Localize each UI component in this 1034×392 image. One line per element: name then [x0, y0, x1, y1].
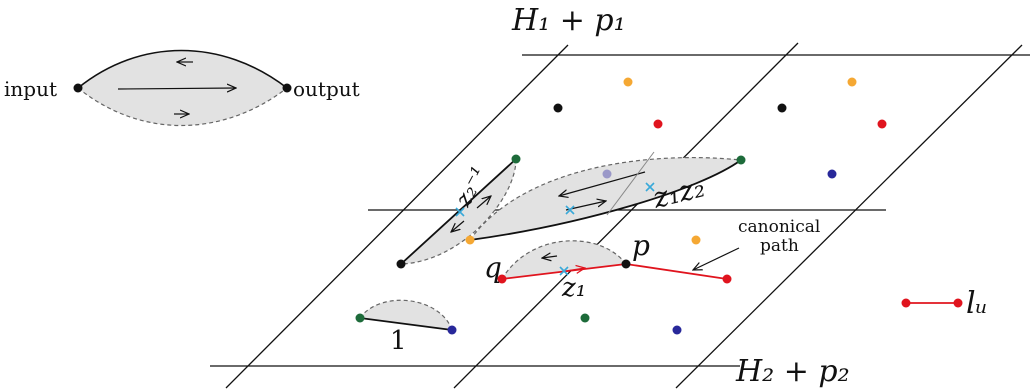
label-q: q	[484, 251, 502, 284]
region-z1z2	[469, 151, 742, 241]
legend-arrow-mid	[117, 88, 236, 89]
slant-line-2	[453, 42, 799, 389]
point-green-4	[580, 313, 590, 323]
output-label: output	[293, 77, 360, 101]
legend-group: input output	[4, 49, 360, 127]
canonical-path-seg-2	[625, 263, 728, 280]
arrow-z2-inv-up	[476, 196, 491, 209]
arrow-z1z2-forward	[565, 201, 606, 211]
cross-mid	[565, 205, 575, 215]
region-one	[359, 299, 453, 331]
label-h2: H₂ + p₂	[735, 354, 850, 389]
region-z1z2-dashed-edge	[469, 156, 742, 241]
label-canonical-2: path	[760, 236, 799, 256]
input-label: input	[4, 77, 57, 101]
cross-z1z2	[645, 182, 655, 192]
arrow-z1-back	[542, 256, 558, 258]
guide-line-z1z2	[606, 151, 655, 216]
cross-z1	[559, 266, 569, 276]
arrow-z2-inv-down	[451, 220, 465, 232]
label-p: p	[632, 229, 650, 262]
region-one-solid-edge	[359, 317, 453, 331]
slant-line-3	[675, 44, 1023, 389]
point-black-1	[553, 103, 563, 113]
point-red-3	[722, 274, 732, 284]
canonical-path-arrow	[565, 268, 585, 271]
grid-lines	[210, 42, 1030, 389]
points	[355, 77, 887, 335]
point-black-2	[777, 103, 787, 113]
legend-lower-arc	[77, 87, 288, 127]
point-lavender	[602, 169, 612, 179]
region-one-fill	[360, 300, 452, 330]
point-red-1	[653, 119, 663, 129]
point-orange-2	[847, 77, 857, 87]
label-lu: lᵤ	[966, 286, 988, 321]
region-z1z2-solid-edge	[469, 159, 742, 241]
lu-right-dot	[953, 298, 963, 308]
region-z1	[501, 240, 627, 280]
label-one: 1	[390, 326, 407, 356]
slant-line-1	[225, 44, 569, 389]
point-blue-3	[672, 325, 682, 335]
point-orange-4	[691, 235, 701, 245]
point-q	[497, 274, 507, 284]
point-blue-2	[447, 325, 457, 335]
input-node	[73, 83, 83, 93]
point-blue-1	[827, 169, 837, 179]
cross-z2-inverse	[455, 207, 465, 217]
label-h1: H₁ + p₁	[511, 3, 626, 38]
legend-upper-arc	[77, 49, 288, 89]
point-green-3	[355, 313, 365, 323]
label-z1: z₁	[561, 273, 586, 303]
cyan-crosses	[455, 182, 655, 276]
canonical-path-pointer	[693, 247, 740, 270]
label-canonical-1: canonical	[738, 217, 820, 237]
point-p	[621, 259, 631, 269]
point-green-2	[736, 155, 746, 165]
point-red-2	[877, 119, 887, 129]
point-orange-3	[465, 235, 475, 245]
lu-left-dot	[901, 298, 911, 308]
region-z1-dashed-edge	[501, 240, 627, 280]
output-node	[282, 83, 292, 93]
lu-segment	[901, 298, 963, 308]
point-green-1	[511, 154, 521, 164]
point-black-3	[396, 259, 406, 269]
point-orange-1	[623, 77, 633, 87]
arrow-z1z2-back	[559, 171, 646, 196]
labels: H₁ + p₁ H₂ + p₂ z₂⁻¹ z₁z₂ z₁ p q canonic…	[390, 3, 988, 389]
